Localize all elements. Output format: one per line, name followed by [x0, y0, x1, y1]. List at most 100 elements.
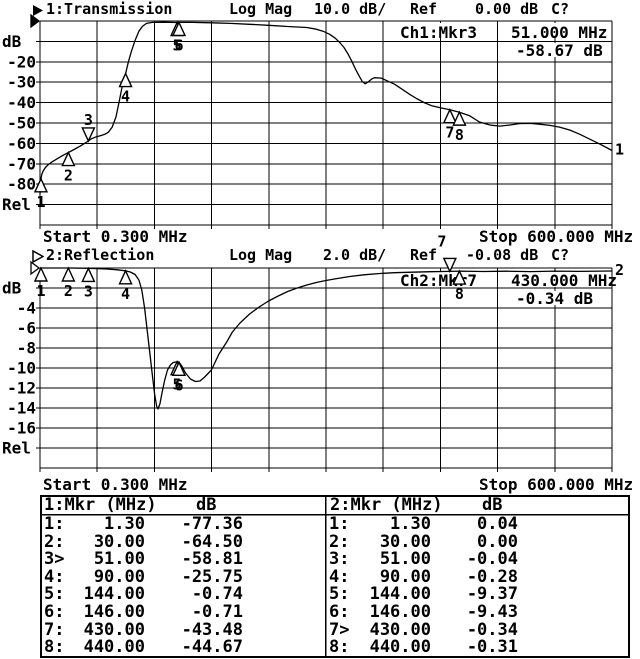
ch1-scale: 10.0 dB/: [314, 0, 387, 18]
marker-label-2: 2: [64, 282, 73, 300]
marker-value: 0.04: [477, 514, 518, 534]
marker-freq: 440.00: [83, 637, 145, 658]
marker-label-3: 3: [84, 111, 93, 129]
marker-id: 2:: [329, 531, 350, 552]
ch2-ref-value: -0.08 dB: [466, 246, 539, 264]
marker-2: [61, 150, 76, 167]
marker-3: [81, 266, 96, 283]
marker-label-1: 1: [36, 282, 45, 300]
marker-value: 0.00: [477, 531, 518, 552]
marker-freq: 440.00: [369, 637, 431, 658]
ch1-start-freq: Start 0.300 MHz: [43, 227, 188, 246]
ch1-trace-title: 1:Transmission: [46, 0, 173, 18]
marker-value: -58.81: [181, 549, 243, 570]
ch1-active-arrow-icon: [32, 2, 44, 16]
marker-1: [33, 177, 49, 193]
ch2-ref-label: Ref: [410, 246, 438, 264]
marker-5: [169, 20, 185, 37]
ch1-format: Log Mag: [229, 0, 293, 18]
y-axis-label: Rel: [2, 439, 31, 458]
marker-label-3: 3: [84, 282, 93, 300]
ch1-stop-freq: Stop 600.000 MHz: [479, 227, 634, 246]
marker-id: 4:: [44, 566, 65, 587]
y-axis-label: -14: [7, 399, 36, 418]
y-axis-label: dB: [2, 279, 22, 298]
marker-value: -44.67: [181, 637, 243, 658]
marker-id: 6:: [329, 602, 350, 622]
marker-value: -64.50: [181, 531, 243, 552]
marker-7: [442, 108, 457, 124]
marker-freq: 90.00: [93, 566, 145, 587]
ch1-ref-label: Ref: [410, 0, 438, 18]
y-axis-label: -40: [7, 93, 36, 112]
ch2-inactive-arrow-icon: [32, 248, 45, 264]
ch2-info-freq: 430.000 MHz: [511, 271, 617, 290]
marker-value: -0.31: [466, 637, 518, 658]
marker-label-5: 5: [173, 37, 182, 55]
marker-1: [33, 266, 49, 282]
marker-4: [118, 269, 133, 285]
marker-freq: 30.00: [379, 531, 431, 552]
y-axis-label: -16: [7, 419, 36, 438]
marker-table-row: 8: 440.00 -0.31: [326, 639, 616, 657]
marker-freq: 146.00: [369, 602, 431, 622]
ch2-info-value: -0.34 dB: [516, 289, 594, 308]
marker-label-7: 7: [445, 124, 454, 142]
marker-value: -9.43: [466, 602, 518, 622]
y-axis-label: -10: [7, 359, 36, 378]
marker-freq: 144.00: [369, 584, 431, 605]
marker-id: 8:: [329, 637, 350, 658]
marker-label-5: 5: [173, 376, 182, 394]
y-axis-label: -8: [17, 339, 36, 358]
y-axis-label: dB: [2, 32, 22, 51]
marker-freq: 430.00: [83, 619, 145, 640]
marker-3-active: [81, 127, 96, 143]
marker-label-6: 6: [174, 376, 183, 394]
marker-freq: 1.30: [390, 514, 431, 534]
ch2-status-flag: C?: [551, 246, 570, 264]
marker-id: 5:: [329, 584, 350, 605]
marker-value: -0.04: [466, 549, 518, 570]
marker-table-row: 8: 440.00 -44.67: [41, 639, 331, 657]
marker-label-1: 1: [36, 193, 45, 211]
marker-id: 1:: [44, 514, 65, 534]
marker-id: 4:: [329, 566, 350, 587]
marker-value: -25.75: [181, 566, 243, 587]
marker-8: [452, 110, 467, 126]
marker-6: [171, 20, 187, 37]
y-axis-label: -6: [17, 319, 36, 338]
y-axis-label: -12: [7, 379, 36, 398]
y-axis-label: -80: [7, 175, 36, 194]
ch2-ref-arrow-icon: [30, 260, 41, 276]
marker-freq: 1.30: [104, 514, 145, 534]
marker-6: [171, 360, 187, 376]
table-right-title: 2:Mkr (MHz): [330, 495, 443, 515]
table-right-unit: dB: [482, 495, 503, 515]
marker-value: -77.36: [181, 514, 243, 534]
marker-value: -43.48: [181, 619, 243, 640]
marker-id: 7>: [329, 619, 350, 640]
ch2-stop-freq: Stop 600.000 MHz: [479, 475, 634, 494]
marker-freq: 146.00: [83, 602, 145, 622]
y-axis-label: -4: [17, 299, 36, 318]
marker-table-row: 1: 1.30 0.04: [326, 516, 616, 534]
marker-freq: 430.00: [369, 619, 431, 640]
trace-number-label: 1: [615, 141, 624, 159]
marker-value: -0.71: [191, 602, 243, 622]
marker-label-4: 4: [121, 285, 130, 303]
marker-freq: 51.00: [379, 549, 431, 570]
table-left-title: 1:Mkr (MHz): [44, 495, 157, 515]
marker-id: 6:: [44, 602, 65, 622]
y-axis-label: -20: [7, 52, 36, 71]
marker-value: -0.34: [466, 619, 518, 640]
marker-label-4: 4: [121, 88, 130, 106]
ch1-info-marker: Ch1:Mkr3: [400, 23, 478, 42]
ch2-start-freq: Start 0.300 MHz: [43, 475, 188, 494]
ch1-info-value: -58.67 dB: [516, 41, 603, 60]
marker-2: [61, 266, 76, 282]
table-left-unit: dB: [196, 495, 217, 515]
ch2-scale: 2.0 dB/: [323, 246, 387, 264]
ch1-status-flag: C?: [551, 0, 570, 18]
marker-label-2: 2: [64, 167, 73, 185]
